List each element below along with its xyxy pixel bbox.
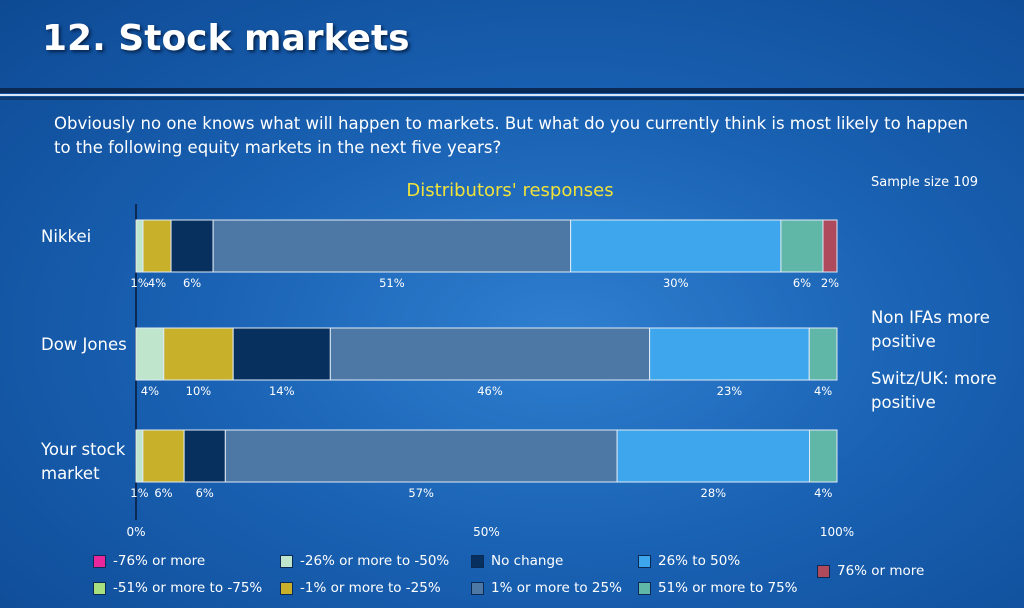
bar-segment (809, 429, 838, 483)
legend-swatch (93, 554, 106, 568)
header-divider-highlight (0, 94, 1024, 96)
data-label: 1% (130, 486, 148, 500)
legend-item: 26% to 50% (638, 553, 740, 569)
legend-label: 1% or more to 25% (491, 580, 622, 596)
data-label: 51% (379, 276, 405, 290)
header-divider (0, 88, 1024, 93)
data-label: 6% (154, 486, 172, 500)
bar-segment (142, 219, 172, 273)
x-tick-label: 50% (473, 525, 500, 539)
data-label: 6% (196, 486, 214, 500)
legend-swatch (638, 554, 651, 568)
legend-item: 51% or more to 75% (638, 580, 798, 596)
data-label: 23% (717, 384, 743, 398)
bar-segment (135, 327, 165, 381)
data-label: 57% (408, 486, 434, 500)
bar-segment (616, 429, 811, 483)
note-non-ifas: Non IFAs more positive (871, 308, 990, 351)
category-label: Dow Jones (41, 335, 127, 354)
data-label: 14% (269, 384, 295, 398)
legend-swatch (817, 564, 830, 578)
x-tick-label: 0% (126, 525, 145, 539)
legend-label: -26% or more to -50% (300, 553, 450, 569)
legend-label: -1% or more to -25% (300, 580, 441, 596)
bar-segment (224, 429, 618, 483)
legend-label: -51% or more to -75% (113, 580, 263, 596)
bar-segment (135, 219, 144, 273)
chart-title: Distributors' responses (0, 180, 1024, 201)
bar-segment (808, 327, 838, 381)
legend-label: No change (491, 553, 564, 569)
bar-segment (570, 219, 782, 273)
legend-label: 51% or more to 75% (658, 580, 798, 596)
x-tick-label: 100% (820, 525, 854, 539)
chart-title-text: Distributors' responses (406, 180, 614, 201)
legend-item: 1% or more to 25% (471, 580, 622, 596)
bar-segment (649, 327, 810, 381)
bar-segment (170, 219, 214, 273)
data-label: 2% (821, 276, 839, 290)
legend-item: -26% or more to -50% (280, 553, 449, 569)
legend-item: 76% or more (817, 563, 924, 579)
bar-segment (142, 429, 185, 483)
legend-label: -76% or more (113, 553, 206, 569)
page-title: 12. Stock markets (42, 18, 410, 59)
legend-item: -51% or more to -75% (93, 580, 262, 596)
data-label: 4% (814, 384, 832, 398)
data-label: 28% (701, 486, 727, 500)
bar-segment (780, 219, 824, 273)
legend-label: 26% to 50% (658, 553, 741, 569)
header-divider-shadow (0, 97, 1024, 100)
data-label: 4% (814, 486, 832, 500)
legend-item: No change (471, 553, 563, 569)
data-label: 10% (186, 384, 212, 398)
legend-swatch (471, 554, 484, 568)
survey-question: Obviously no one knows what will happen … (54, 114, 969, 157)
bar-segment (183, 429, 226, 483)
bar-segment (163, 327, 234, 381)
sample-size: Sample size 109 (871, 175, 979, 190)
data-label: 4% (141, 384, 159, 398)
bar-segment (329, 327, 651, 381)
data-label: 1% (130, 276, 148, 290)
legend-swatch (93, 581, 106, 595)
bar-segment (822, 219, 838, 273)
data-label: 6% (793, 276, 811, 290)
legend-item: -1% or more to -25% (280, 580, 441, 596)
bar-segment (232, 327, 331, 381)
data-label: 4% (148, 276, 166, 290)
data-label: 46% (477, 384, 503, 398)
legend-item: -76% or more (93, 553, 205, 569)
category-label: Nikkei (41, 227, 92, 246)
note-switz-uk: Switz/UK: more positive (871, 369, 997, 412)
category-label: Your stock market (41, 440, 126, 483)
legend-swatch (471, 581, 484, 595)
legend-label: 76% or more (837, 563, 925, 579)
bar-segment (212, 219, 572, 273)
bar-segment (135, 429, 144, 483)
legend-swatch (280, 581, 293, 595)
data-label: 30% (663, 276, 689, 290)
legend-swatch (638, 581, 651, 595)
legend-swatch (280, 554, 293, 568)
data-label: 6% (183, 276, 201, 290)
